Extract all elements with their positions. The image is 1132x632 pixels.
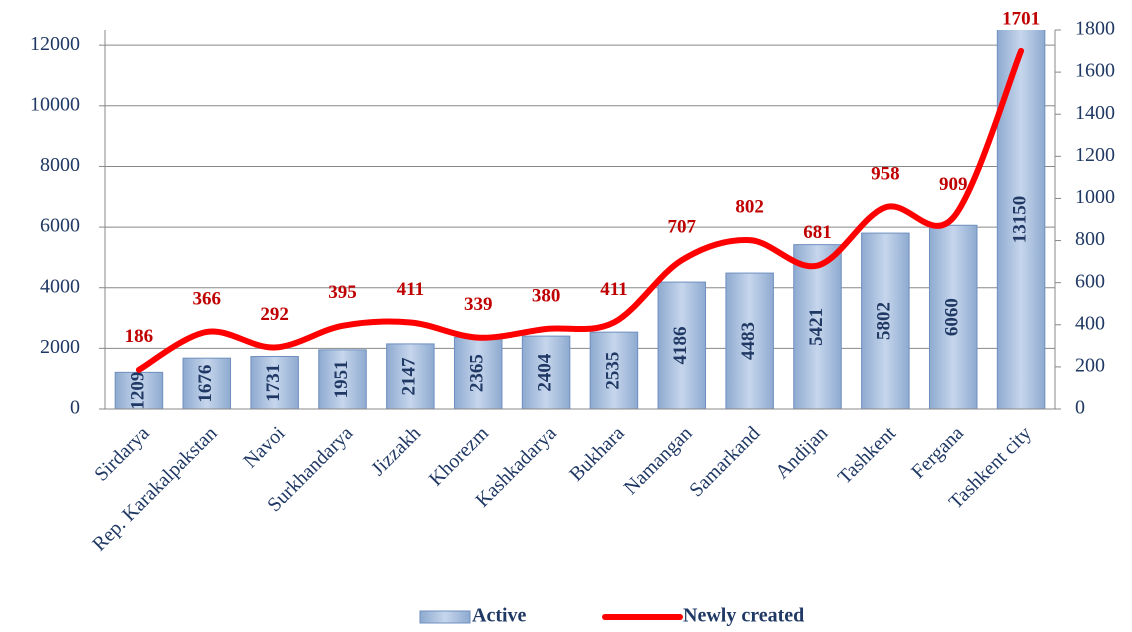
bar-value-label: 5421	[806, 308, 827, 346]
y-tick-label: 2000	[40, 336, 80, 358]
bar-value-label: 1951	[331, 360, 352, 398]
y-tick-label: 4000	[40, 275, 80, 297]
y2-tick-label: 1600	[1075, 60, 1115, 82]
legend-swatch	[419, 610, 471, 624]
line-value-label: 366	[193, 288, 222, 309]
bar	[861, 232, 910, 410]
bar	[725, 272, 774, 410]
bar	[657, 281, 707, 410]
x-tick-label: Jizzakh	[367, 422, 425, 480]
line-value-label: 339	[464, 294, 493, 315]
y-tick-label: 8000	[40, 154, 80, 176]
bar-value-label: 2404	[534, 353, 555, 392]
line-value-label: 958	[871, 164, 900, 185]
line-value-label: 380	[532, 285, 561, 306]
line-value-label: 395	[328, 282, 357, 303]
line-value-label: 292	[260, 304, 289, 325]
y2-tick-label: 1800	[1075, 18, 1115, 40]
line-value-label: 411	[600, 279, 627, 300]
bar-value-label: 4483	[738, 322, 759, 360]
bar	[182, 357, 232, 410]
legend-label: Newly created	[683, 605, 804, 627]
y2-tick-label: 0	[1075, 397, 1085, 419]
bar-value-label: 5802	[874, 302, 895, 340]
y2-tick-label: 1400	[1075, 102, 1115, 124]
bar-value-label: 4186	[670, 327, 691, 365]
legend-label: Active	[472, 605, 527, 627]
bar	[453, 336, 503, 410]
line	[135, 47, 1025, 373]
line-value-label: 186	[125, 326, 154, 347]
bar	[793, 244, 842, 410]
line-value-label: 707	[668, 216, 697, 237]
x-tick-label: Navoi	[239, 422, 289, 472]
y2-tick-label: 800	[1075, 228, 1105, 250]
bar	[928, 224, 978, 410]
bar-value-label: 2365	[467, 354, 488, 392]
plot-area	[114, 30, 1046, 410]
line-value-label: 802	[735, 196, 764, 217]
line-value-label: 411	[397, 279, 424, 300]
x-tick-label: Bukhara	[565, 422, 629, 486]
bar-value-label: 6060	[942, 298, 963, 336]
x-tick-label: Namangan	[620, 422, 697, 499]
y-tick-label: 0	[70, 397, 80, 419]
y2-tick-label: 600	[1075, 270, 1105, 292]
x-tick-label: Khorezm	[425, 422, 493, 490]
bar-value-label: 13150	[1009, 196, 1030, 244]
line-value-label: 1701	[1002, 8, 1040, 29]
y-tick-label: 12000	[30, 33, 80, 55]
line-value-label: 909	[939, 174, 968, 195]
x-tick-label: Tashkent	[834, 422, 901, 489]
y2-tick-label: 1000	[1075, 186, 1115, 208]
bar-value-label: 2535	[602, 352, 623, 390]
y2-tick-label: 1200	[1075, 144, 1115, 166]
x-tick-label: Samarkand	[685, 422, 764, 501]
x-tick-label: Rep. Karakalpakstan	[88, 422, 221, 555]
y-tick-label: 10000	[30, 93, 80, 115]
y-tick-label: 6000	[40, 215, 80, 237]
bar-value-label: 1676	[195, 365, 216, 403]
y2-tick-label: 400	[1075, 312, 1105, 334]
x-tick-label: Sirdarya	[90, 422, 154, 486]
bar-value-label: 2147	[399, 357, 420, 396]
bar-value-label: 1209	[127, 372, 148, 410]
bar	[386, 343, 435, 410]
bar-value-label: 1731	[263, 364, 284, 402]
x-tick-label: Andijan	[771, 422, 832, 483]
bar	[318, 349, 367, 410]
x-tick-label: Fergana	[907, 422, 968, 483]
bar	[589, 331, 639, 410]
line-value-label: 681	[803, 222, 832, 243]
y2-tick-label: 200	[1075, 354, 1105, 376]
